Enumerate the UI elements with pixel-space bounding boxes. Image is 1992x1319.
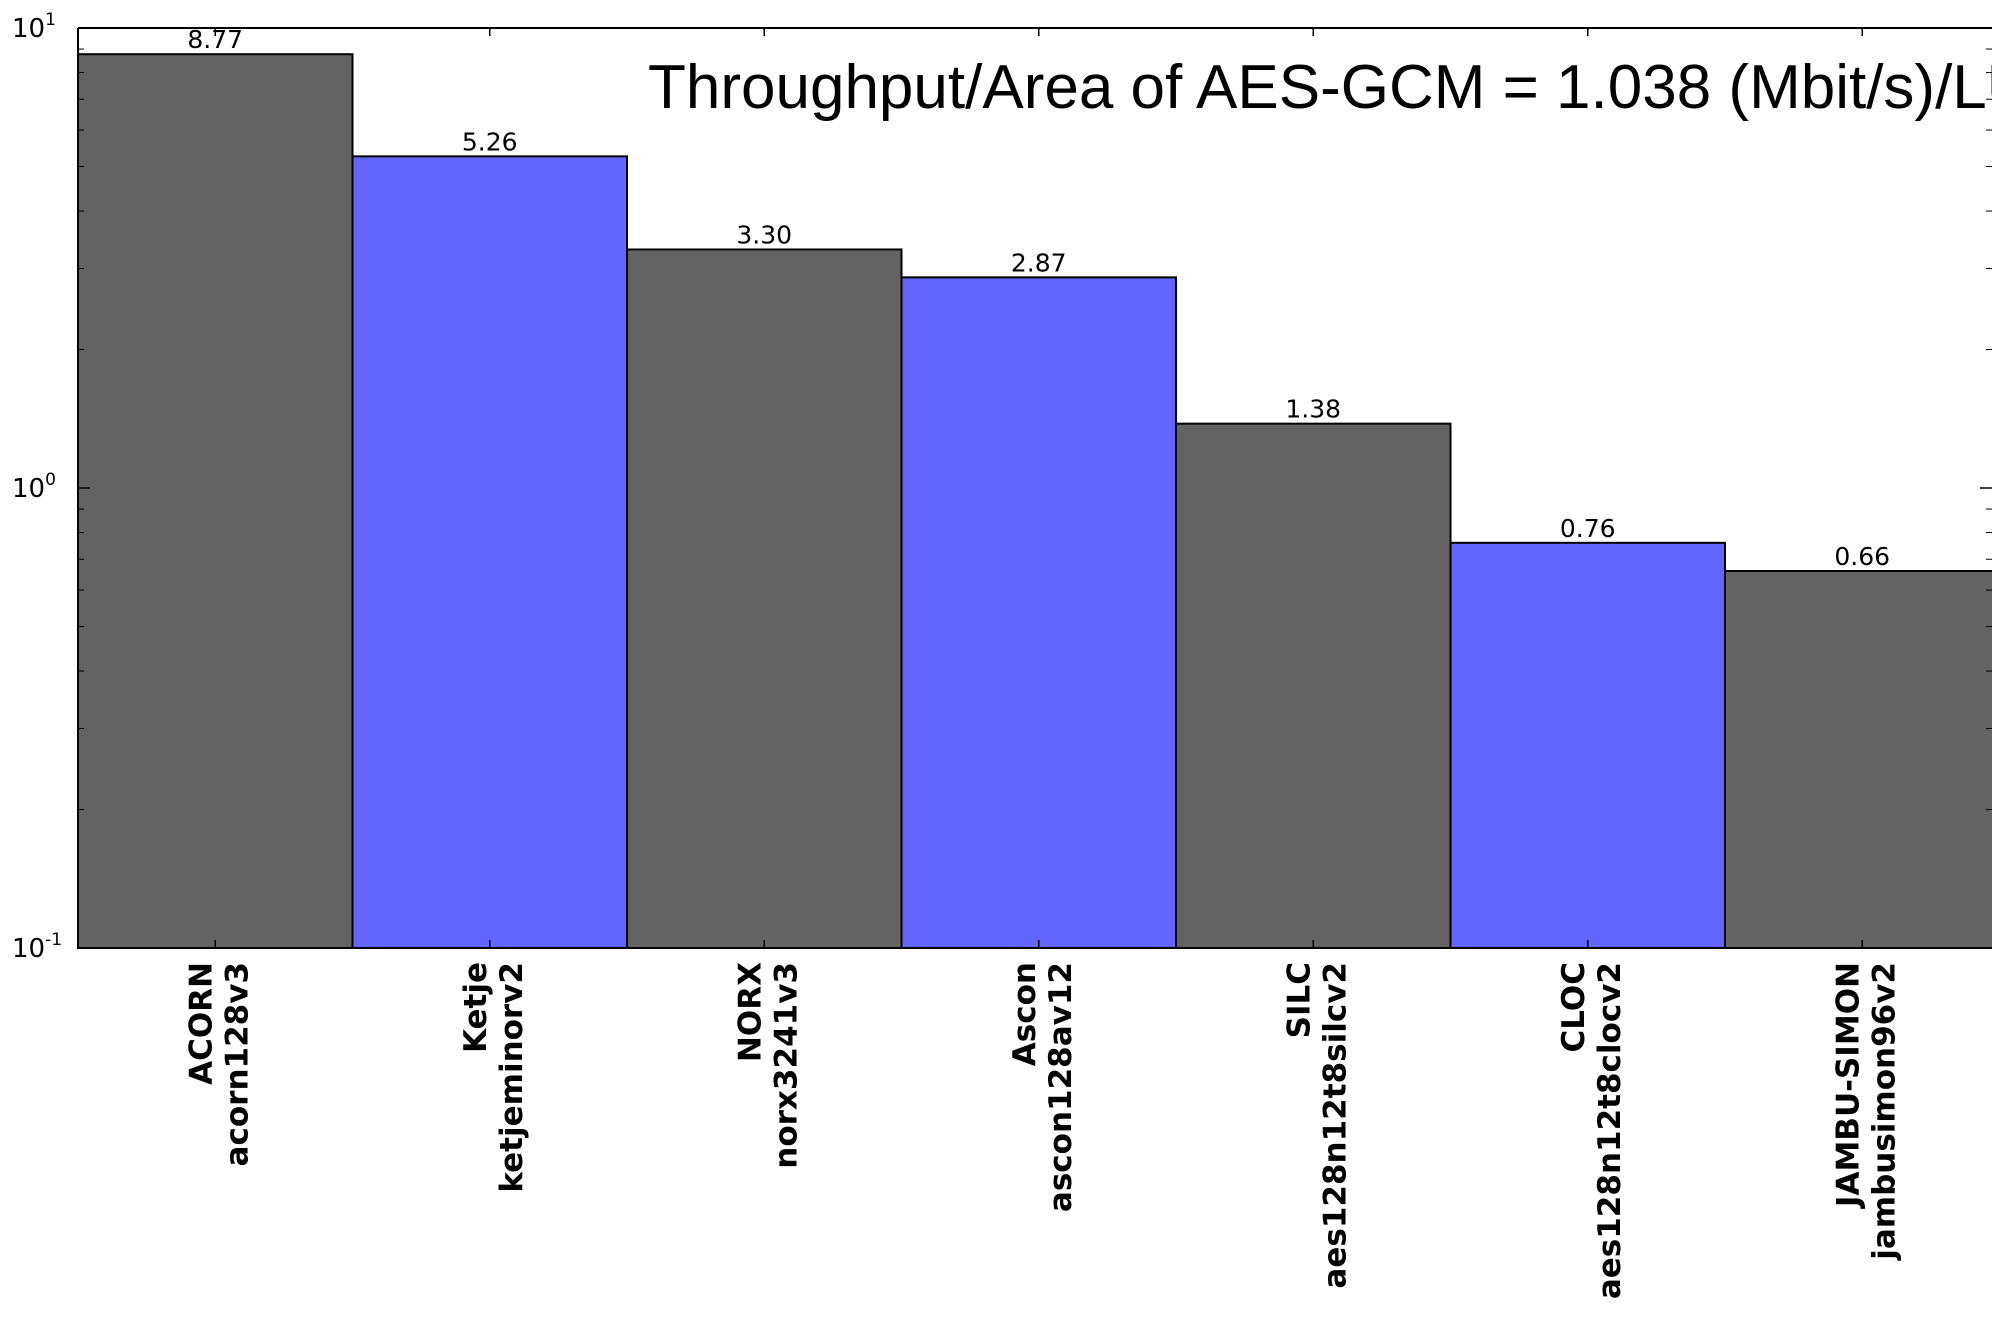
value-label-6: 0.66	[1834, 542, 1890, 571]
bars-layer	[77, 53, 1992, 949]
category-family-label-6: JAMBU-SIMON	[1830, 962, 1866, 1209]
category-variant-label-4: aes128n12t8silcv2	[1317, 962, 1353, 1289]
value-label-4: 1.38	[1285, 395, 1341, 424]
bar-2	[626, 248, 903, 949]
bar-0	[77, 53, 354, 949]
bar-4	[1175, 422, 1452, 949]
category-family-label-5: CLOC	[1556, 962, 1592, 1053]
category-variant-label-0: acorn128v3	[219, 962, 255, 1166]
category-variant-label-3: ascon128av12	[1043, 962, 1079, 1212]
value-labels-layer: 8.775.263.302.871.380.760.66	[187, 25, 1890, 571]
x-ticks-layer	[214, 28, 1863, 948]
bar-5	[1449, 541, 1726, 949]
category-variant-label-6: jambusimon96v2	[1866, 962, 1902, 1262]
bar-3	[900, 276, 1177, 949]
y-tick-label-0: 10-1	[12, 930, 62, 964]
value-label-3: 2.87	[1011, 248, 1067, 277]
bar-6	[1724, 570, 1992, 949]
value-label-2: 3.30	[736, 220, 792, 249]
value-label-1: 5.26	[462, 127, 518, 156]
category-variant-label-1: ketjeminorv2	[494, 962, 530, 1193]
category-family-label-2: NORX	[732, 962, 768, 1062]
category-labels-layer: ACORN acorn128v3 Ketje ketjeminorv2 NORX norx…	[183, 962, 1902, 1299]
chart-annotation: Throughput/Area of AES-GCM = 1.038 (Mbit…	[648, 53, 1992, 122]
y-tick-label-2: 101	[12, 10, 56, 44]
category-family-label-4: SILC	[1281, 962, 1317, 1038]
category-variant-label-2: norx3241v3	[768, 962, 804, 1169]
y-ticks-layer: 10-1 100 101	[12, 10, 1992, 964]
category-family-label-3: Ascon	[1007, 962, 1043, 1066]
value-label-5: 0.76	[1560, 514, 1616, 543]
category-variant-label-5: aes128n12t8clocv2	[1592, 962, 1628, 1299]
bar-1	[351, 155, 628, 949]
y-tick-label-1: 100	[12, 470, 56, 504]
category-family-label-1: Ketje	[458, 962, 494, 1053]
category-family-label-0: ACORN	[183, 962, 219, 1085]
